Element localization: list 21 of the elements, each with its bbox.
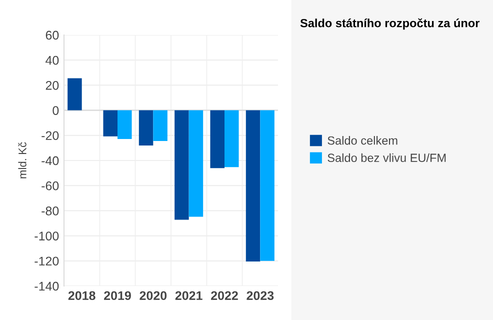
text: Saldo státního rozpočtu za únor [300, 18, 480, 30]
y-tick-label: 0 [52, 106, 59, 115]
y-tick-label: -80 [42, 206, 59, 216]
x-tick-label: 2018 [68, 291, 96, 300]
x-tick-label: 2022 [211, 291, 238, 300]
x-tick-label: 2019 [104, 291, 131, 300]
y-tick-label: -100 [34, 232, 59, 240]
y-tick-label: 60 [46, 30, 59, 40]
y-tick-label: -20 [42, 131, 59, 140]
y-tick-label: 40 [46, 56, 59, 65]
x-tick-label: 2023 [246, 291, 274, 300]
y-tick-label: 20 [46, 81, 59, 90]
y-tick-label: -140 [34, 282, 59, 291]
legend-label: Saldo bez vlivu EU/FM [328, 153, 446, 162]
x-tick-label: 2020 [140, 291, 167, 300]
y-tick-label: -60 [42, 181, 59, 190]
x-tick-label: 2021 [175, 291, 202, 300]
y-tick-label: -40 [42, 156, 59, 166]
y-tick-label: -120 [34, 256, 59, 266]
y-axis-title: mld. Kč [18, 142, 26, 178]
legend-label: Saldo celkem [328, 136, 398, 145]
